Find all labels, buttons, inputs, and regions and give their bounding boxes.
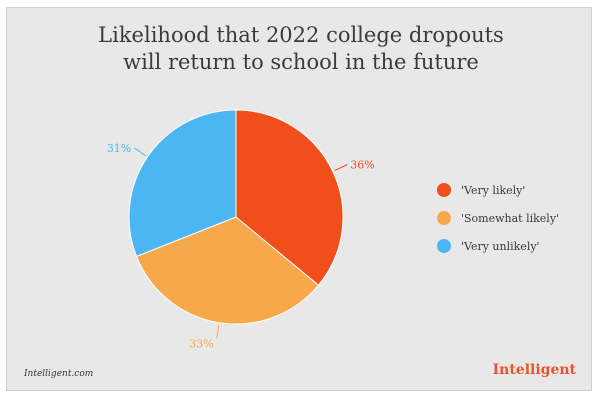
data-label-very-unlikely: 31%	[107, 142, 131, 155]
pie-slice-very-unlikely	[128, 109, 237, 258]
leader-line-very-unlikely	[133, 147, 147, 157]
legend-swatch-somewhat-likely	[437, 211, 451, 225]
legend-label-somewhat-likely: 'Somewhat likely'	[461, 212, 560, 225]
data-label-very-likely: 36%	[350, 159, 374, 172]
pie-slice-somewhat-likely	[135, 216, 320, 325]
legend-swatch-very-unlikely	[437, 239, 451, 253]
leader-line-somewhat-likely	[216, 324, 220, 339]
source-credit: Intelligent.com	[24, 369, 94, 379]
legend-label-very-likely: 'Very likely'	[461, 184, 526, 197]
pie-slice-very-likely	[235, 109, 344, 286]
data-label-somewhat-likely: 33%	[189, 337, 213, 350]
leader-line-very-likely	[334, 164, 348, 172]
chart-title-line-2: will return to school in the future	[123, 50, 479, 74]
chart-title-line-1: Likelihood that 2022 college dropouts	[98, 23, 504, 47]
legend-label-very-unlikely: 'Very unlikely'	[461, 240, 540, 253]
legend-swatch-very-likely	[437, 183, 451, 197]
brand-logo: Intelligent	[492, 362, 576, 378]
